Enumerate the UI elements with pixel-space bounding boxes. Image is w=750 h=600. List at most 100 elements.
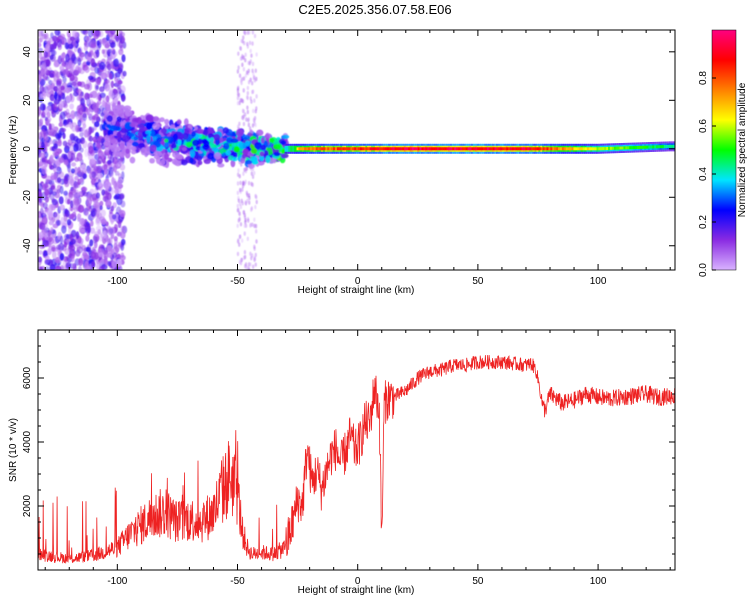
noise-speckle bbox=[75, 231, 80, 240]
noise-speckle bbox=[74, 175, 79, 181]
noise-speckle bbox=[41, 62, 47, 69]
noise-speckle bbox=[79, 132, 84, 138]
noise-speckle bbox=[236, 101, 240, 106]
noise-speckle bbox=[244, 179, 247, 184]
noise-speckle bbox=[247, 80, 251, 85]
noise-speckle bbox=[67, 87, 73, 93]
noise-speckle bbox=[103, 164, 108, 171]
noise-speckle bbox=[42, 230, 49, 239]
noise-speckle bbox=[99, 248, 105, 254]
noise-speckle bbox=[84, 262, 90, 270]
spectral-blob bbox=[201, 138, 208, 145]
spectral-blob bbox=[125, 148, 130, 154]
noise-speckle bbox=[255, 106, 258, 111]
spectral-blob bbox=[256, 129, 264, 136]
noise-speckle bbox=[89, 188, 95, 194]
snr-xtick-label: 50 bbox=[472, 576, 484, 587]
noise-speckle bbox=[244, 52, 247, 57]
noise-speckle bbox=[82, 251, 88, 257]
spectral-blob bbox=[176, 119, 182, 125]
snr-frame bbox=[37, 329, 676, 571]
noise-speckle bbox=[251, 61, 255, 67]
spectral-blob bbox=[149, 157, 155, 164]
spectral-blob bbox=[193, 125, 198, 131]
noise-speckle bbox=[95, 225, 102, 232]
noise-speckle bbox=[47, 86, 53, 95]
spectral-blob bbox=[152, 116, 160, 122]
noise-speckle bbox=[247, 180, 251, 186]
noise-speckle bbox=[100, 209, 106, 217]
noise-speckle bbox=[86, 98, 91, 105]
noise-speckle bbox=[70, 122, 77, 127]
noise-speckle bbox=[38, 30, 43, 38]
spectral-blob bbox=[230, 138, 239, 144]
noise-speckle bbox=[255, 199, 258, 205]
noise-speckle bbox=[111, 260, 117, 269]
noise-speckle bbox=[99, 200, 104, 207]
noise-speckle bbox=[67, 226, 72, 235]
noise-speckle bbox=[255, 52, 258, 57]
noise-speckle bbox=[51, 244, 56, 251]
noise-speckle bbox=[246, 85, 250, 91]
noise-speckle bbox=[40, 141, 45, 149]
spectral-blob bbox=[131, 150, 137, 155]
noise-speckle bbox=[96, 100, 102, 106]
noise-speckle bbox=[77, 204, 85, 213]
noise-speckle bbox=[121, 54, 126, 63]
noise-speckle bbox=[86, 93, 93, 99]
noise-speckle bbox=[111, 214, 117, 220]
noise-speckle bbox=[249, 77, 252, 82]
noise-speckle bbox=[114, 34, 120, 41]
spectral-blob bbox=[207, 152, 215, 160]
spectral-blob bbox=[235, 128, 244, 137]
noise-speckle bbox=[251, 222, 254, 227]
noise-speckle bbox=[108, 92, 115, 99]
noise-speckle bbox=[238, 121, 241, 127]
noise-speckle bbox=[238, 234, 242, 239]
spectral-blob bbox=[138, 123, 145, 131]
noise-speckle bbox=[93, 136, 99, 142]
noise-speckle bbox=[90, 158, 96, 165]
noise-speckle bbox=[77, 81, 82, 87]
spectral-ridge bbox=[284, 141, 675, 154]
noise-speckle bbox=[104, 79, 108, 85]
spectral-blob bbox=[119, 142, 125, 150]
noise-speckle bbox=[251, 68, 254, 74]
noise-speckle bbox=[242, 67, 246, 72]
noise-speckle bbox=[53, 71, 58, 78]
noise-speckle bbox=[108, 237, 113, 246]
noise-speckle bbox=[83, 45, 88, 51]
noise-speckle bbox=[113, 195, 119, 200]
noise-speckle bbox=[41, 165, 47, 175]
noise-speckle bbox=[69, 36, 75, 42]
noise-speckle bbox=[65, 142, 71, 149]
spectral-blob bbox=[127, 132, 135, 137]
noise-speckle bbox=[121, 171, 125, 180]
noise-speckle bbox=[59, 111, 66, 120]
noise-speckle bbox=[50, 184, 56, 190]
spectrogram-xtick-label: -100 bbox=[107, 276, 127, 287]
noise-speckle bbox=[103, 230, 107, 239]
spectral-blob bbox=[131, 141, 139, 147]
noise-speckle bbox=[249, 59, 252, 64]
noise-speckle bbox=[80, 97, 85, 106]
spectral-blob bbox=[183, 118, 189, 126]
noise-speckle bbox=[56, 177, 62, 184]
noise-speckle bbox=[98, 252, 104, 258]
noise-speckle bbox=[248, 40, 252, 46]
noise-speckle bbox=[71, 125, 77, 132]
spectral-blob bbox=[191, 131, 196, 137]
noise-speckle bbox=[43, 250, 48, 257]
spectral-blob bbox=[189, 149, 196, 158]
noise-speckle bbox=[80, 30, 87, 35]
noise-speckle bbox=[101, 218, 107, 226]
spectral-blob bbox=[245, 159, 253, 165]
noise-speckle bbox=[63, 213, 68, 222]
noise-speckle bbox=[60, 85, 65, 91]
spectral-blob bbox=[129, 122, 136, 128]
noise-speckle bbox=[237, 218, 240, 223]
noise-speckle bbox=[45, 175, 52, 182]
noise-speckle bbox=[38, 73, 42, 82]
noise-speckle bbox=[47, 104, 52, 111]
spectral-blob bbox=[272, 143, 281, 150]
